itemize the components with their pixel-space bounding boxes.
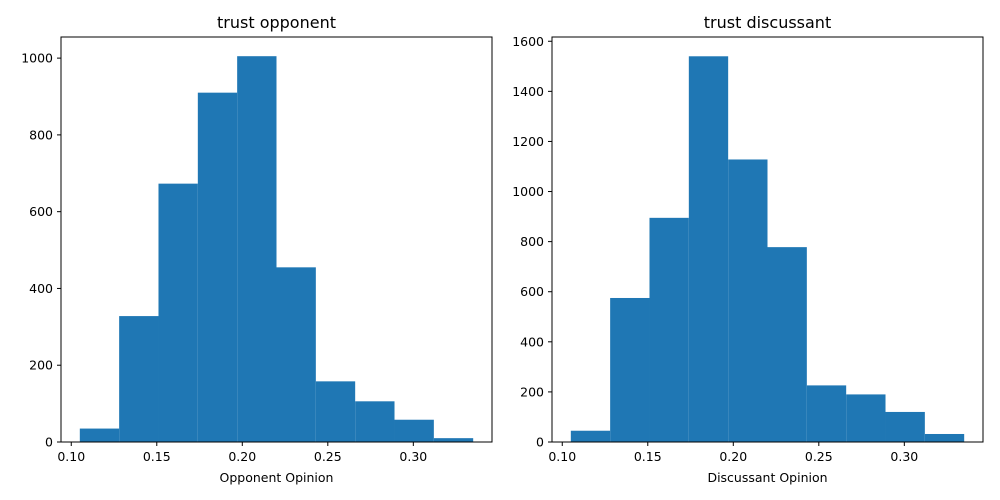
histogram-bar [158, 183, 198, 443]
x-tick-label: 0.15 [634, 449, 662, 464]
chart-trust-opponent: trust opponent Opponent Opinion 0.10 0.15… [21, 13, 493, 485]
x-tick-label: 0.20 [719, 449, 747, 464]
chart-trust-discussant: trust discussant Discussant Opinion 0.10… [512, 13, 984, 485]
x-axis-label: Discussant Opinion [707, 470, 827, 485]
histogram-bar [846, 394, 886, 442]
histogram-bar [649, 217, 689, 442]
x-tick-label: 0.15 [143, 449, 171, 464]
histogram-bar [276, 267, 316, 442]
bars [570, 56, 965, 443]
histogram-bar [806, 385, 847, 442]
y-tick-label: 600 [520, 284, 544, 299]
x-tick-label: 0.10 [57, 449, 85, 464]
y-tick-label: 600 [29, 204, 53, 219]
histogram-bar [79, 428, 120, 442]
y-axis-ticks: 0 200 400 600 800 1000 [21, 51, 61, 450]
histogram-bar [394, 419, 434, 442]
y-tick-label: 800 [29, 127, 53, 142]
y-tick-label: 0 [536, 435, 544, 450]
y-tick-label: 1400 [512, 84, 544, 99]
x-axis-label: Opponent Opinion [220, 470, 334, 485]
plot-frame [551, 36, 984, 443]
histogram-bar [237, 56, 277, 443]
y-tick-label: 1200 [512, 134, 544, 149]
bars [79, 56, 474, 443]
x-tick-label: 0.20 [228, 449, 256, 464]
y-tick-label: 1600 [512, 34, 544, 49]
histogram-bar [433, 438, 474, 442]
x-tick-label: 0.25 [314, 449, 342, 464]
histogram-bar [197, 92, 238, 442]
chart-title: trust discussant [704, 13, 831, 32]
histogram-bar [610, 297, 650, 442]
plot-frame [60, 36, 493, 443]
y-tick-label: 1000 [21, 51, 53, 66]
x-tick-label: 0.30 [399, 449, 427, 464]
y-axis-ticks: 0 200 400 600 800 1000 1200 1400 1600 [512, 34, 552, 450]
x-tick-label: 0.25 [805, 449, 833, 464]
histogram-bar [119, 316, 159, 442]
chart-title: trust opponent [217, 13, 336, 32]
x-tick-label: 0.30 [890, 449, 918, 464]
y-tick-label: 800 [520, 234, 544, 249]
histogram-bar [570, 430, 611, 442]
x-axis-ticks: 0.10 0.15 0.20 0.25 0.30 [57, 442, 427, 464]
histogram-bar [885, 411, 925, 442]
histogram-bar [688, 56, 729, 443]
histogram-bar [315, 381, 356, 442]
y-tick-label: 200 [29, 358, 53, 373]
histogram-bar [355, 401, 395, 442]
histogram-bar [767, 247, 807, 442]
y-tick-label: 400 [29, 281, 53, 296]
histogram-bar [728, 159, 768, 442]
y-tick-label: 0 [45, 435, 53, 450]
x-tick-label: 0.10 [548, 449, 576, 464]
y-tick-label: 1000 [512, 184, 544, 199]
y-tick-label: 200 [520, 384, 544, 399]
y-tick-label: 400 [520, 334, 544, 349]
histogram-bar [924, 433, 965, 442]
x-axis-ticks: 0.10 0.15 0.20 0.25 0.30 [548, 442, 918, 464]
